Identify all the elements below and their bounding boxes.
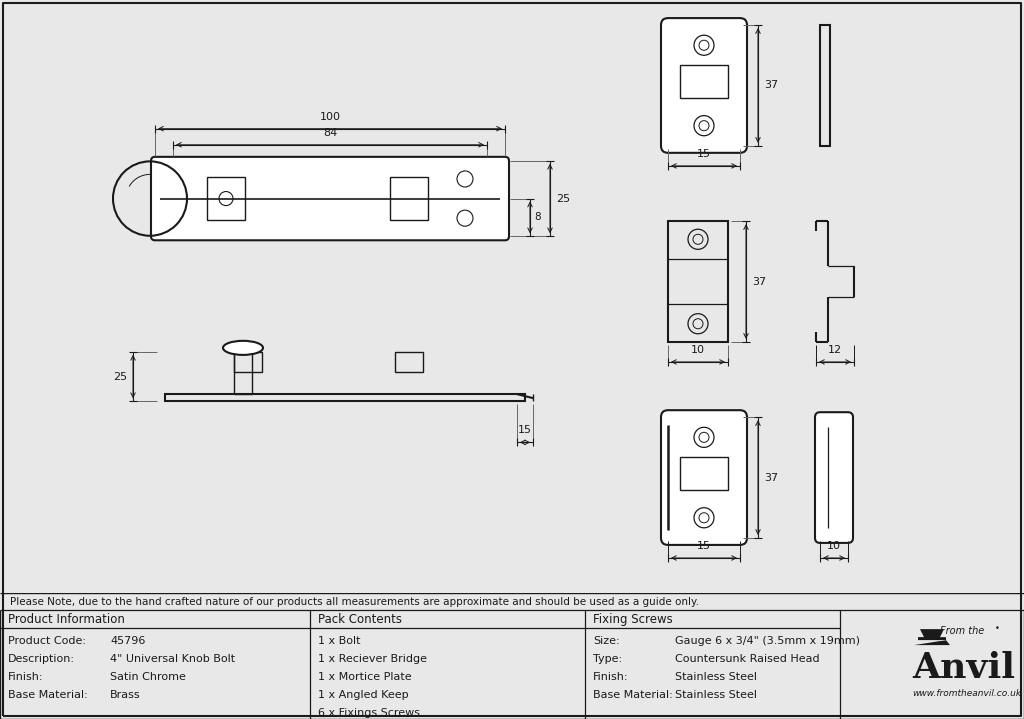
FancyBboxPatch shape [662, 411, 746, 545]
Bar [680, 457, 728, 490]
Text: Finish:: Finish: [593, 672, 629, 682]
Text: Product Code:: Product Code: [8, 636, 86, 646]
Text: 84: 84 [323, 128, 337, 138]
Text: Product Information: Product Information [8, 613, 125, 626]
Text: 1 x Angled Keep: 1 x Angled Keep [318, 690, 409, 700]
FancyBboxPatch shape [151, 157, 509, 240]
Text: Countersunk Raised Head: Countersunk Raised Head [675, 654, 819, 664]
Text: 4" Universal Knob Bolt: 4" Universal Knob Bolt [110, 654, 236, 664]
Text: 1 x Reciever Bridge: 1 x Reciever Bridge [318, 654, 427, 664]
Text: 25: 25 [556, 193, 570, 203]
FancyBboxPatch shape [815, 412, 853, 543]
Bar [165, 394, 525, 401]
Text: 37: 37 [764, 81, 778, 91]
Text: 6 x Fixings Screws: 6 x Fixings Screws [318, 708, 420, 718]
Text: Fixing Screws: Fixing Screws [593, 613, 673, 626]
Bar [207, 177, 245, 220]
Text: 25: 25 [113, 372, 127, 382]
Text: Please Note, due to the hand crafted nature of our products all measurements are: Please Note, due to the hand crafted nat… [10, 597, 699, 607]
Text: 10: 10 [827, 541, 841, 551]
Text: Stainless Steel: Stainless Steel [675, 672, 757, 682]
Text: Anvil: Anvil [912, 651, 1015, 685]
Bar [680, 65, 728, 98]
Ellipse shape [223, 341, 263, 355]
FancyBboxPatch shape [662, 18, 746, 153]
Bar [234, 352, 262, 372]
Text: Finish:: Finish: [8, 672, 43, 682]
Bar [820, 25, 830, 146]
Bar [395, 352, 423, 372]
Text: Description:: Description: [8, 654, 75, 664]
Text: 15: 15 [697, 541, 711, 551]
Bar [390, 177, 428, 220]
Text: www.fromtheanvil.co.uk: www.fromtheanvil.co.uk [912, 689, 1021, 697]
Text: Stainless Steel: Stainless Steel [675, 690, 757, 700]
Text: Base Material:: Base Material: [593, 690, 673, 700]
Text: 100: 100 [319, 111, 341, 122]
Text: 12: 12 [828, 345, 842, 355]
Text: 45796: 45796 [110, 636, 145, 646]
Text: Type:: Type: [593, 654, 623, 664]
Text: 1 x Bolt: 1 x Bolt [318, 636, 360, 646]
Text: 37: 37 [752, 277, 766, 286]
Bar [668, 221, 728, 342]
Bar [234, 352, 252, 394]
Text: Gauge 6 x 3/4" (3.5mm x 19mm): Gauge 6 x 3/4" (3.5mm x 19mm) [675, 636, 860, 646]
Text: From the: From the [940, 626, 984, 636]
Text: •: • [994, 623, 999, 633]
Text: 15: 15 [697, 149, 711, 159]
Polygon shape [914, 629, 950, 645]
Text: 10: 10 [691, 345, 705, 355]
Text: Size:: Size: [593, 636, 620, 646]
Text: 8: 8 [534, 212, 541, 222]
Text: Satin Chrome: Satin Chrome [110, 672, 186, 682]
Text: Pack Contents: Pack Contents [318, 613, 402, 626]
Text: Brass: Brass [110, 690, 140, 700]
Text: 37: 37 [764, 472, 778, 482]
Text: 15: 15 [518, 426, 532, 435]
Text: Base Material:: Base Material: [8, 690, 88, 700]
Text: 1 x Mortice Plate: 1 x Mortice Plate [318, 672, 412, 682]
